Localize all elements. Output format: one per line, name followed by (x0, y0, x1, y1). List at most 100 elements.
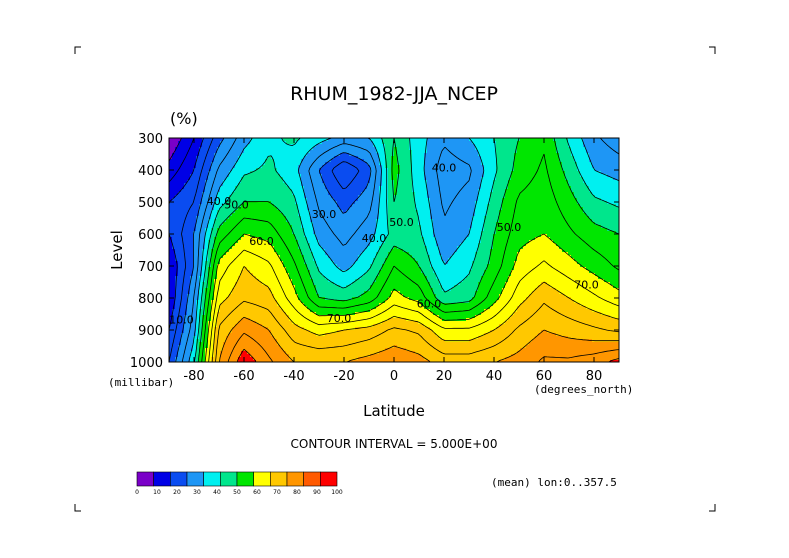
contour-cell (514, 207, 518, 211)
contour-cell (208, 225, 212, 229)
contour-cell (565, 234, 569, 238)
contour-cell (526, 153, 530, 157)
contour-cell (517, 189, 521, 193)
contour-cell (295, 222, 299, 226)
contour-cell (499, 177, 503, 181)
contour-cell (586, 174, 590, 178)
contour-cell (517, 207, 521, 211)
contour-cell (268, 183, 272, 187)
contour-cell (577, 162, 581, 166)
contour-cell (577, 228, 581, 232)
contour-cell (526, 168, 530, 172)
contour-cell (523, 201, 527, 205)
contour-cell (499, 180, 503, 184)
contour-cell (526, 165, 530, 169)
contour-cell (184, 144, 188, 148)
contour-cell (172, 228, 176, 232)
contour-cell (262, 141, 266, 145)
contour-cell (319, 207, 323, 211)
contour-cell (232, 150, 236, 154)
contour-cell (310, 168, 314, 172)
contour-cell (295, 174, 299, 178)
contour-cell (406, 147, 410, 151)
contour-cell (214, 171, 218, 175)
contour-cell (544, 177, 548, 181)
contour-cell (523, 144, 527, 148)
contour-cell (376, 198, 380, 202)
contour-cell (457, 144, 461, 148)
contour-cell (385, 150, 389, 154)
contour-cell (523, 216, 527, 220)
contour-cell (304, 162, 308, 166)
contour-cell (418, 171, 422, 175)
contour-cell (376, 192, 380, 196)
contour-cell (328, 177, 332, 181)
contour-cell (376, 174, 380, 178)
contour-cell (313, 153, 317, 157)
contour-cell (337, 192, 341, 196)
contour-cell (508, 138, 512, 142)
contour-cell (556, 225, 560, 229)
contour-cell (289, 186, 293, 190)
contour-cell (244, 165, 248, 169)
contour-cell (505, 147, 509, 151)
contour-cell (175, 237, 179, 241)
contour-cell (190, 177, 194, 181)
contour-cell (616, 159, 619, 163)
contour-cell (613, 147, 617, 151)
contour-cell (418, 180, 422, 184)
contour-cell (235, 210, 239, 214)
contour-cell (193, 201, 197, 205)
contour-cell (454, 192, 458, 196)
contour-cell (376, 156, 380, 160)
contour-cell (406, 216, 410, 220)
contour-cell (424, 219, 428, 223)
contour-cell (406, 198, 410, 202)
contour-cell (277, 183, 281, 187)
contour-cell (586, 192, 590, 196)
contour-cell (538, 165, 542, 169)
contour-cell (454, 225, 458, 229)
contour-cell (478, 138, 482, 142)
contour-cell (454, 219, 458, 223)
contour-cell (205, 156, 209, 160)
contour-cell (376, 162, 380, 166)
contour-cell (514, 192, 518, 196)
contour-cell (181, 216, 185, 220)
contour-cell (217, 144, 221, 148)
contour-cell (541, 168, 545, 172)
contour-cell (241, 153, 245, 157)
contour-cell (358, 195, 362, 199)
contour-cell (175, 204, 179, 208)
contour-cell (295, 189, 299, 193)
contour-cell (385, 159, 389, 163)
contour-cell (319, 192, 323, 196)
contour-cell (535, 138, 539, 142)
contour-cell (430, 231, 434, 235)
contour-cell (169, 171, 173, 175)
contour-cell (400, 189, 404, 193)
contour-cell (460, 165, 464, 169)
contour-cell (415, 165, 419, 169)
contour-cell (607, 231, 611, 235)
contour-cell (256, 171, 260, 175)
contour-cell (541, 207, 545, 211)
contour-cell (538, 207, 542, 211)
contour-cell (217, 174, 221, 178)
contour-cell (490, 234, 494, 238)
contour-cell (532, 138, 536, 142)
contour-cell (511, 165, 515, 169)
contour-cell (376, 168, 380, 172)
contour-cell (358, 189, 362, 193)
contour-cell (181, 168, 185, 172)
contour-cell (316, 198, 320, 202)
contour-cell (406, 177, 410, 181)
contour-cell (511, 222, 515, 226)
contour-cell (214, 156, 218, 160)
contour-cell (436, 165, 440, 169)
contour-cell (553, 192, 557, 196)
contour-cell (460, 204, 464, 208)
contour-cell (397, 204, 401, 208)
contour-cell (277, 222, 281, 226)
contour-cell (238, 186, 242, 190)
